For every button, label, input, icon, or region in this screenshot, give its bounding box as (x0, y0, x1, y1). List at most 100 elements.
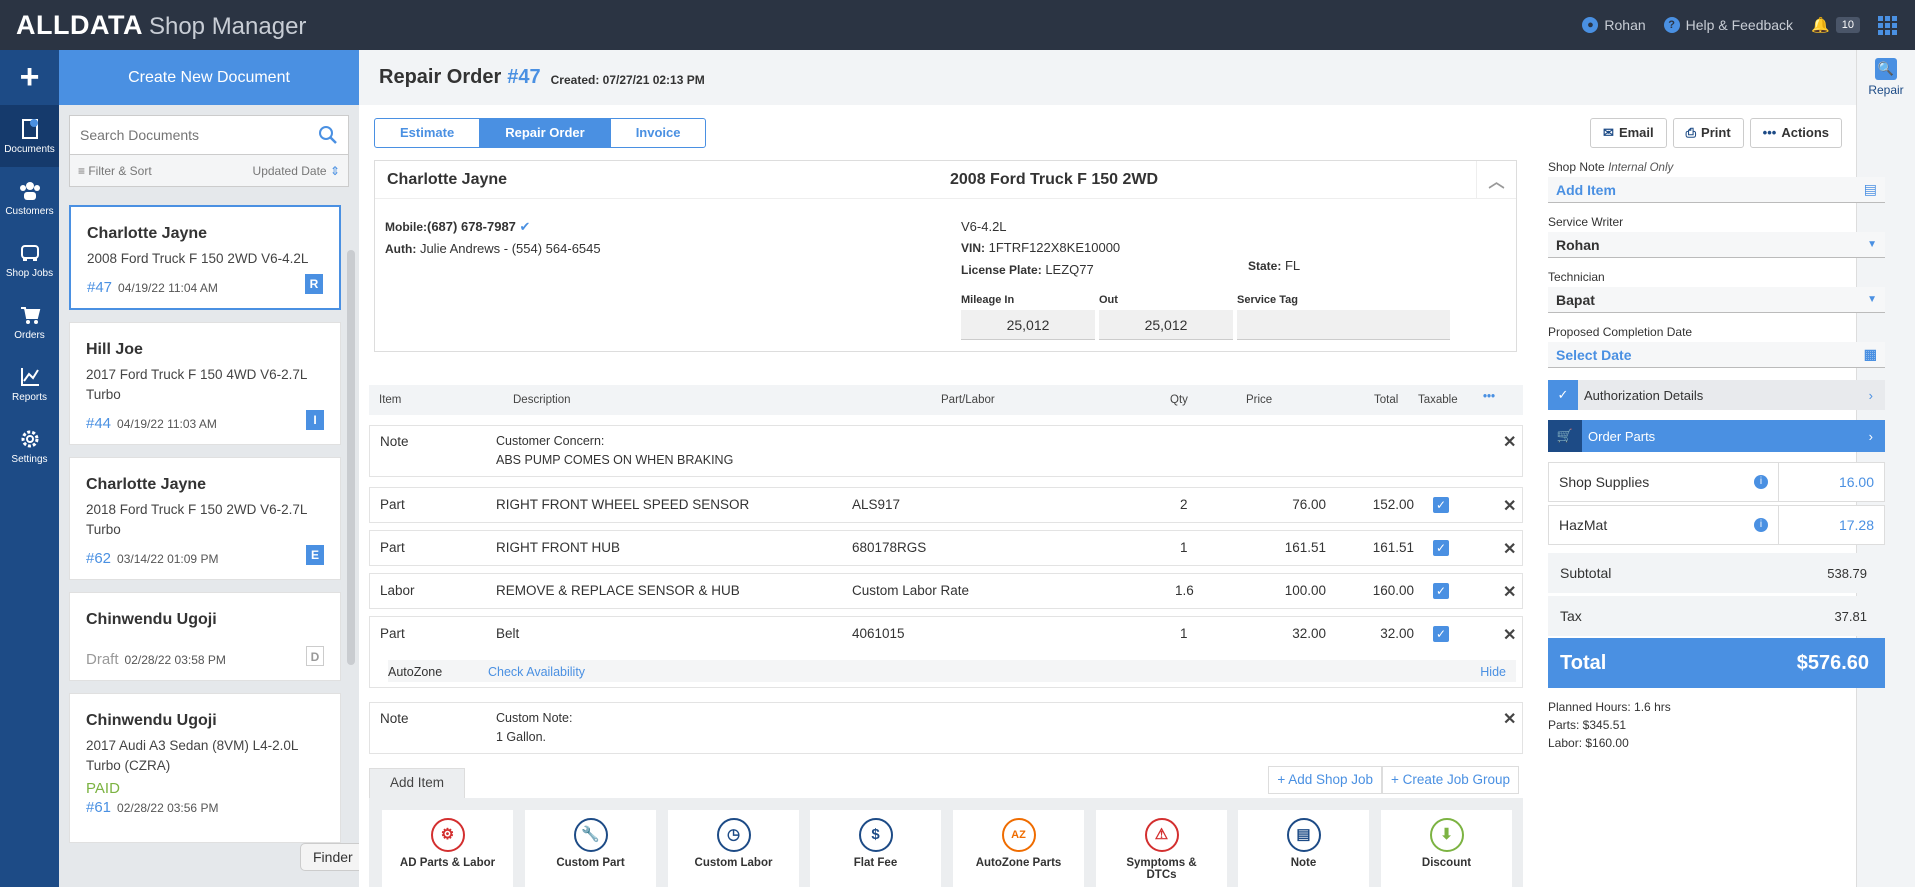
add-item-label: Add Item (1556, 181, 1616, 198)
delete-icon[interactable]: ✕ (1503, 541, 1517, 558)
line-item-row[interactable]: Part RIGHT FRONT WHEEL SPEED SENSOR ALS9… (369, 487, 1523, 523)
license-plate: LEZQ77 (1045, 262, 1094, 277)
repair-tab[interactable]: 🔍 Repair (1857, 50, 1915, 105)
line-description: RIGHT FRONT HUB (496, 540, 621, 555)
nav-shop-jobs[interactable]: Shop Jobs (0, 229, 59, 291)
tile-note[interactable]: ▤ Note (1238, 810, 1369, 887)
line-item-note[interactable]: Note Customer Concern: ABS PUMP COMES ON… (369, 425, 1523, 477)
line-item-row[interactable]: Part Belt 4061015 1 32.00 32.00 ✓ ✕ Auto… (369, 616, 1523, 688)
caret-down-icon: ▼ (1867, 294, 1877, 305)
create-plus-icon[interactable]: + (19, 58, 40, 96)
add-item-tab[interactable]: Add Item (369, 768, 465, 798)
taxable-checkbox[interactable]: ✓ (1433, 626, 1449, 642)
customer-name[interactable]: Charlotte Jayne (387, 170, 508, 188)
help-icon: ? (1663, 17, 1680, 33)
nav-documents[interactable]: Documents (0, 105, 59, 167)
service-tag-field[interactable] (1237, 310, 1450, 340)
tile-custom-labor[interactable]: ◷ Custom Labor (668, 810, 799, 887)
tab-invoice[interactable]: Invoice (635, 125, 681, 140)
vin: 1FTRF122X8KE10000 (988, 240, 1121, 255)
delete-icon[interactable]: ✕ (1503, 627, 1517, 644)
check-availability-link[interactable]: Check Availability (488, 665, 586, 679)
delete-icon[interactable]: ✕ (1503, 498, 1517, 515)
line-item-row[interactable]: Part RIGHT FRONT HUB 680178RGS 1 161.51 … (369, 530, 1523, 566)
filter-sort-button[interactable]: ≡ Filter & Sort (78, 164, 152, 178)
mileage-fields: Mileage In 25,012 Out 25,012 Service Tag (961, 294, 1454, 340)
line-item-note[interactable]: Note Custom Note: 1 Gallon. ✕ (369, 702, 1523, 754)
brand[interactable]: ALLDATA Shop Manager (16, 10, 306, 41)
tile-label: Flat Fee (853, 857, 898, 869)
tile-flat-fee[interactable]: $ Flat Fee (810, 810, 941, 887)
notifications-button[interactable]: 🔔 10 (1811, 16, 1860, 34)
line-item-row[interactable]: Labor REMOVE & REPLACE SENSOR & HUB Cust… (369, 573, 1523, 609)
authorization-details-row[interactable]: ✓ Authorization Details › (1548, 380, 1885, 410)
shop-supplies-value[interactable]: 16.00 (1778, 462, 1874, 502)
document-list-scrollbar[interactable] (347, 250, 355, 665)
search-icon[interactable] (318, 125, 338, 145)
create-new-document-button[interactable]: Create New Document (59, 50, 359, 105)
completion-date-picker[interactable]: Select Date ▦ (1548, 342, 1885, 368)
tile-ad-parts-labor[interactable]: ⚙ AD Parts & Labor (382, 810, 513, 887)
document-card[interactable]: Chinwendu Ugoji 2017 Audi A3 Sedan (8VM)… (69, 693, 341, 843)
line-type: Note (380, 434, 409, 449)
technician-select[interactable]: Bapat ▼ (1548, 287, 1885, 313)
document-card[interactable]: Charlotte Jayne 2008 Ford Truck F 150 2W… (69, 205, 341, 310)
apps-grid-icon[interactable] (1878, 15, 1897, 35)
mobile-phone[interactable]: (687) 678-7987 (427, 219, 516, 234)
document-card[interactable]: Hill Joe 2017 Ford Truck F 150 4WD V6-2.… (69, 322, 341, 445)
mileage-in-field[interactable]: 25,012 (961, 310, 1095, 340)
sort-label: Updated Date (252, 163, 327, 178)
tile-discount[interactable]: ⬇ Discount (1381, 810, 1512, 887)
caret-down-icon: ▼ (1867, 239, 1877, 250)
delete-icon[interactable]: ✕ (1503, 711, 1517, 728)
info-icon[interactable]: i (1754, 475, 1768, 489)
line-qty: 1 (1180, 626, 1188, 641)
collapse-chevron-icon[interactable]: ︿ (1476, 160, 1516, 199)
gear-icon (21, 430, 38, 447)
tile-symptoms-dtcs[interactable]: ⚠ Symptoms & DTCs (1096, 810, 1227, 887)
tab-estimate[interactable]: Estimate (375, 119, 481, 147)
help-link[interactable]: ? Help & Feedback (1663, 17, 1793, 33)
planned-summary: Planned Hours: 1.6 hrs Parts: $345.51 La… (1548, 698, 1885, 752)
taxable-checkbox[interactable]: ✓ (1433, 540, 1449, 556)
taxable-checkbox[interactable]: ✓ (1433, 583, 1449, 599)
shop-note-add-item[interactable]: Add Item ▤ (1548, 177, 1885, 203)
delete-icon[interactable]: ✕ (1503, 434, 1517, 451)
search-input[interactable] (80, 127, 318, 143)
taxable-checkbox[interactable]: ✓ (1433, 497, 1449, 513)
sort-select[interactable]: Updated Date ⇕ (253, 164, 340, 178)
nav-settings[interactable]: Settings (0, 415, 59, 477)
nav-label: Shop Jobs (5, 267, 54, 279)
col-price: Price (1246, 394, 1273, 406)
email-button[interactable]: ✉ Email (1590, 118, 1667, 148)
order-parts-row[interactable]: 🛒 Order Parts › (1548, 420, 1885, 452)
document-card[interactable]: Chinwendu Ugoji Draft 02/28/22 03:58 PM … (69, 592, 341, 681)
columns-more-icon[interactable]: ••• (1483, 391, 1496, 403)
vehicle-title[interactable]: 2008 Ford Truck F 150 2WD (950, 170, 1159, 188)
document-header: Repair Order #47 Created: 07/27/21 02:13… (359, 50, 1856, 105)
autozone-icon: AZ (1001, 818, 1036, 852)
print-button[interactable]: ⎙ Print (1672, 118, 1744, 148)
tab-repair-order[interactable]: Repair Order (480, 119, 611, 147)
delete-icon[interactable]: ✕ (1503, 584, 1517, 601)
dollar-icon: $ (858, 818, 893, 852)
total-label: Total (1560, 651, 1607, 674)
nav-reports[interactable]: Reports (0, 353, 59, 415)
user-menu[interactable]: ● Rohan (1582, 17, 1646, 33)
nav-customers[interactable]: Customers (0, 167, 59, 229)
actions-button[interactable]: ••• Actions (1749, 118, 1842, 148)
card-date: 02/28/22 03:58 PM (124, 652, 226, 667)
create-job-group-button[interactable]: + Create Job Group (1382, 766, 1519, 794)
verified-icon: ✔ (519, 219, 531, 234)
mileage-out-field[interactable]: 25,012 (1099, 310, 1233, 340)
info-icon[interactable]: i (1754, 518, 1768, 532)
tile-custom-part[interactable]: 🔧 Custom Part (525, 810, 656, 887)
service-writer-select[interactable]: Rohan ▼ (1548, 232, 1885, 258)
nav-orders[interactable]: Orders (0, 291, 59, 353)
document-card[interactable]: Charlotte Jayne 2018 Ford Truck F 150 2W… (69, 457, 341, 580)
hazmat-value[interactable]: 17.28 (1778, 505, 1874, 545)
alldata-logo: ALLDATA (16, 9, 143, 40)
tile-autozone-parts[interactable]: AZ AutoZone Parts (953, 810, 1084, 887)
hide-link[interactable]: Hide (1480, 665, 1506, 679)
add-shop-job-button[interactable]: + Add Shop Job (1268, 766, 1383, 794)
